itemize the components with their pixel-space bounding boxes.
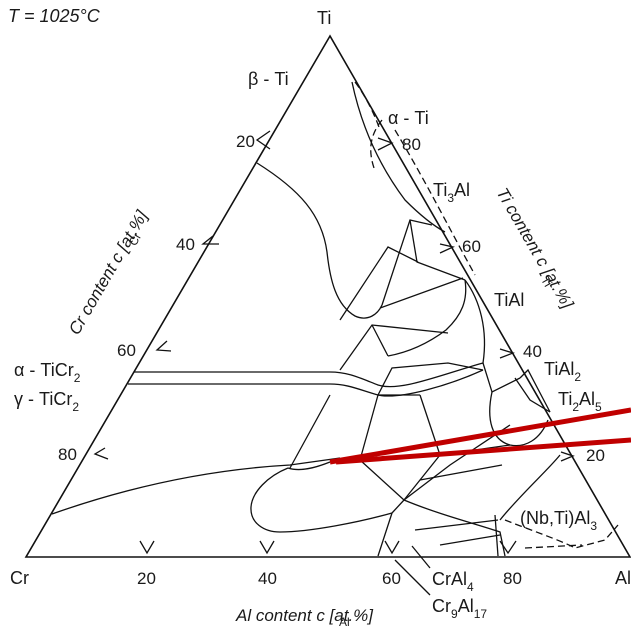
highlight-lines (329, 407, 631, 465)
cr9al17-leader (394, 559, 431, 596)
bottom-tick-60: 60 (382, 569, 401, 588)
left-edge-ticks (93, 130, 271, 460)
vertex-ti-label: Ti (317, 8, 331, 28)
vertex-al-label: Al (615, 568, 631, 588)
al-axis-text: Al content c [at.%] (235, 606, 374, 625)
phase-ti3al: Ti3Al (433, 180, 470, 205)
phase-boundaries (51, 81, 561, 557)
bottom-tick-20: 20 (137, 569, 156, 588)
phase-nbtial3: (Nb,Ti)Al3 (520, 508, 597, 533)
right-tick-40: 40 (523, 342, 542, 361)
phase-gamma-ticr2: γ - TiCr2 (14, 389, 79, 414)
phase-tial2: TiAl2 (544, 359, 581, 384)
al-axis-subscript: Al (339, 615, 350, 629)
left-tick-80: 80 (58, 445, 77, 464)
phase-cral4: CrAl4 (432, 569, 474, 594)
right-tick-80: 80 (402, 135, 421, 154)
triangle-frame (24, 34, 631, 558)
bottom-edge-ticks (139, 540, 517, 555)
al-axis-title: Al content c [at.%] Al (235, 606, 374, 629)
right-tick-20: 20 (586, 446, 605, 465)
cr-axis-title: Cr content c [at.%] Cr (65, 206, 152, 338)
bottom-tick-40: 40 (258, 569, 277, 588)
phase-cr9al17: Cr9Al17 (432, 596, 487, 621)
bottom-tick-80: 80 (503, 569, 522, 588)
left-tick-60: 60 (117, 341, 136, 360)
phase-alpha-ticr2: α - TiCr2 (14, 360, 81, 385)
svg-text:Cr content c [at.%]: Cr content c [at.%] (65, 206, 152, 338)
vertex-cr-label: Cr (10, 568, 29, 588)
temperature-label: T = 1025°C (8, 6, 101, 26)
phase-tial: TiAl (494, 290, 524, 310)
left-tick-40: 40 (176, 235, 195, 254)
right-tick-60: 60 (462, 237, 481, 256)
cr-axis-text: Cr content c [at.%] (65, 206, 152, 338)
phase-alpha-ti: α - Ti (388, 108, 429, 128)
cral4-leader (411, 545, 431, 569)
dashed-boundaries (354, 81, 619, 549)
right-edge-ticks (377, 137, 575, 462)
left-tick-20: 20 (236, 132, 255, 151)
phase-ti2al5: Ti2Al5 (558, 389, 602, 414)
phase-beta-ti: β - Ti (248, 69, 289, 89)
cr-axis-subscript: Cr (126, 230, 144, 248)
